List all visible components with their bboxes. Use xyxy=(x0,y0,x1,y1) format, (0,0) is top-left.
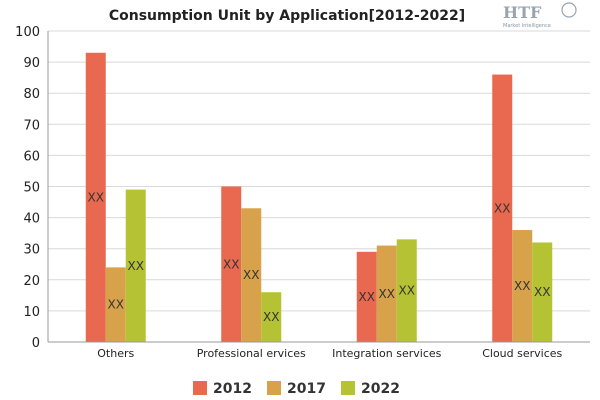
bar-2012-3 xyxy=(492,74,513,342)
x-category-label: Integration services xyxy=(332,347,442,360)
y-tick-label: 20 xyxy=(23,274,40,289)
y-tick-label: 30 xyxy=(23,243,40,258)
y-tick-label: 40 xyxy=(23,212,40,227)
y-tick-label: 60 xyxy=(23,149,40,164)
data-label: XX xyxy=(263,310,279,324)
logo-brand: HTF xyxy=(503,3,542,22)
y-tick-label: 100 xyxy=(15,25,40,40)
bars xyxy=(85,52,553,343)
data-labels: XX XX XX XX XX XX XX XX XX XX XX XX xyxy=(88,190,551,324)
htf-logo: HTF Market Intelligence xyxy=(503,2,577,29)
bar-2022-3 xyxy=(532,242,553,342)
bar-2017-3 xyxy=(512,230,533,342)
legend-label: 2012 xyxy=(213,381,252,397)
bar-2012-2 xyxy=(356,251,377,342)
bar-2022-0 xyxy=(125,189,146,342)
data-label: XX xyxy=(88,190,104,204)
legend-label: 2017 xyxy=(287,381,326,397)
bar-2017-1 xyxy=(241,208,262,342)
legend-swatch-2012 xyxy=(193,381,207,395)
data-label: XX xyxy=(494,201,510,215)
chart-title: Consumption Unit by Application[2012-202… xyxy=(109,8,465,24)
data-label: XX xyxy=(534,285,550,299)
x-category-label: Cloud services xyxy=(482,347,562,360)
bar-2022-2 xyxy=(396,239,417,342)
bar-2012-0 xyxy=(85,52,106,343)
x-category-label: Others xyxy=(97,347,134,360)
y-tick-label: 0 xyxy=(32,336,40,351)
y-tick-label: 70 xyxy=(23,118,40,133)
data-label: XX xyxy=(108,298,124,312)
legend: 2012 2017 2022 xyxy=(193,381,400,397)
data-label: XX xyxy=(128,259,144,273)
data-label: XX xyxy=(223,257,239,271)
y-tick-label: 10 xyxy=(23,305,40,320)
y-axis-ticks: 0 10 20 30 40 50 60 70 80 90 100 xyxy=(15,25,40,351)
data-label: XX xyxy=(514,279,530,293)
data-label: XX xyxy=(379,287,395,301)
y-tick-label: 90 xyxy=(23,56,40,71)
x-axis-categories: Others Professional ervices Integration se… xyxy=(97,347,562,360)
legend-swatch-2022 xyxy=(341,381,355,395)
bar-2012-1 xyxy=(221,186,242,342)
x-category-label: Professional ervices xyxy=(197,347,306,360)
bar-2017-2 xyxy=(376,245,397,342)
data-label: XX xyxy=(243,268,259,282)
y-tick-label: 80 xyxy=(23,87,40,102)
logo-tagline: Market Intelligence xyxy=(503,23,551,29)
legend-label: 2022 xyxy=(361,381,400,397)
y-tick-label: 50 xyxy=(23,181,40,196)
data-label: XX xyxy=(399,284,415,298)
bar-2022-1 xyxy=(261,292,282,342)
legend-swatch-2017 xyxy=(267,381,281,395)
globe-icon xyxy=(561,2,577,18)
data-label: XX xyxy=(359,290,375,304)
bar-2017-0 xyxy=(105,267,126,342)
